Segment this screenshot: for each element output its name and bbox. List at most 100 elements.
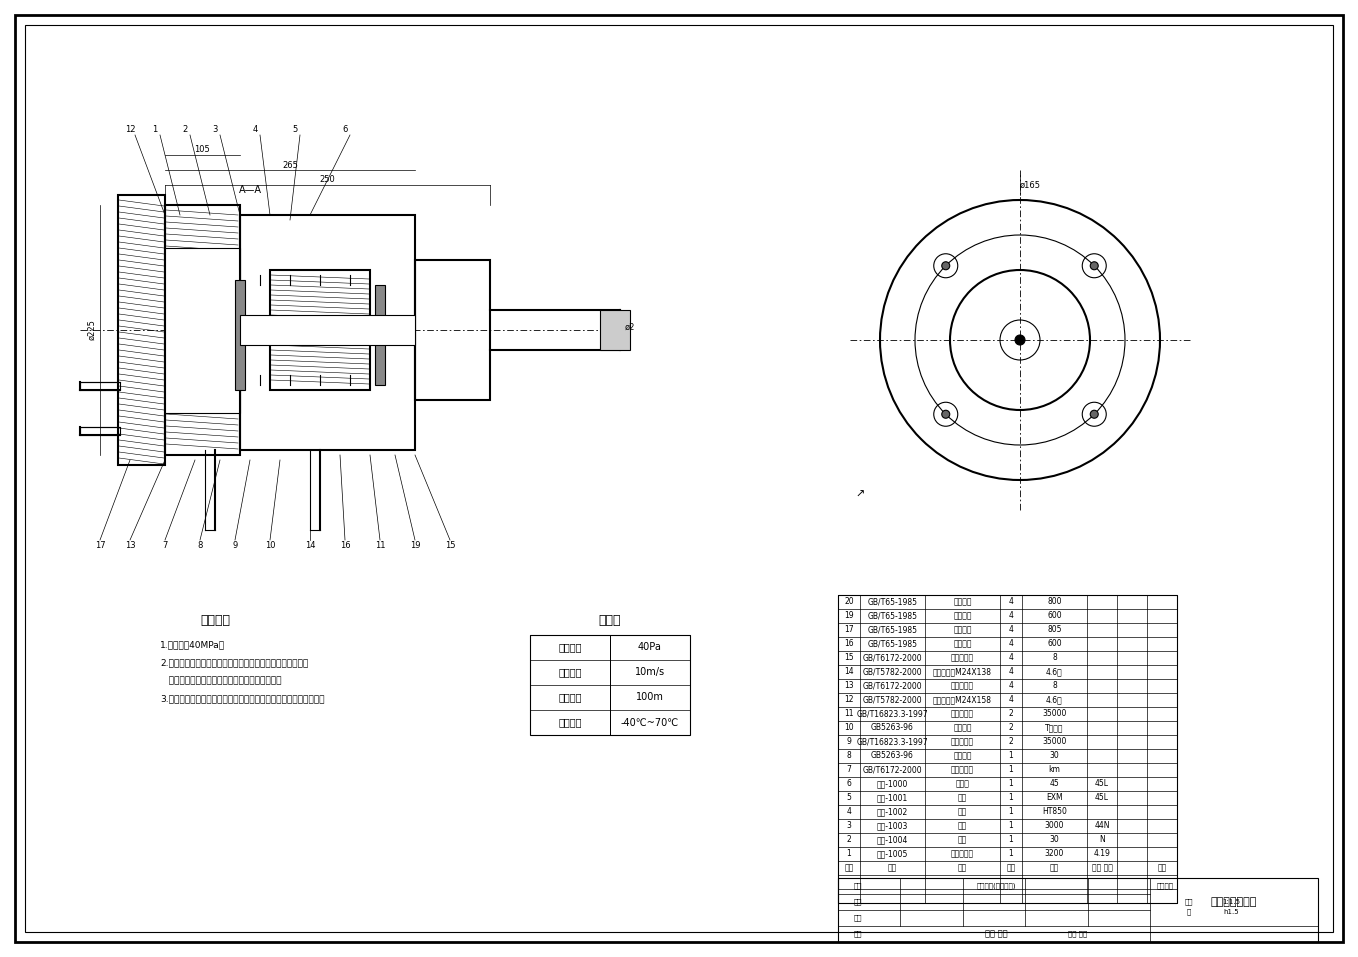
Circle shape	[1090, 262, 1099, 270]
Circle shape	[1014, 335, 1025, 345]
Text: 2: 2	[1009, 709, 1013, 719]
Circle shape	[941, 262, 949, 270]
Text: 20: 20	[845, 597, 854, 607]
Text: 35000: 35000	[1043, 709, 1066, 719]
Text: 1: 1	[1009, 835, 1013, 844]
Circle shape	[1090, 411, 1099, 418]
Text: 105: 105	[194, 145, 210, 154]
Text: 工艺: 工艺	[854, 931, 862, 937]
Text: N: N	[1099, 835, 1105, 844]
Text: 2: 2	[182, 125, 187, 135]
Text: 大六角螺栓M24X158: 大六角螺栓M24X158	[933, 696, 991, 704]
Text: T型钢管: T型钢管	[1046, 723, 1063, 732]
Text: 11: 11	[375, 541, 386, 549]
Text: 2: 2	[846, 835, 851, 844]
Text: 4: 4	[1009, 612, 1013, 620]
Text: 3: 3	[212, 125, 217, 135]
Text: 44N: 44N	[1095, 821, 1109, 831]
Text: 35000: 35000	[1043, 738, 1066, 746]
Text: 缸套: 缸套	[957, 821, 967, 831]
Text: 数量: 数量	[1006, 863, 1016, 873]
Bar	[240, 215, 416, 450]
Bar	[80, 382, 120, 390]
Bar	[838, 878, 1319, 942]
Text: 螺纹紧固件: 螺纹紧固件	[951, 709, 974, 719]
Text: 17: 17	[845, 626, 854, 634]
Text: 8: 8	[1052, 681, 1057, 691]
Text: h1.5: h1.5	[1224, 909, 1240, 915]
Bar	[416, 260, 490, 400]
Circle shape	[941, 411, 949, 418]
Text: 7: 7	[846, 766, 851, 774]
Bar	[600, 310, 630, 350]
Bar	[166, 205, 240, 455]
Text: 12: 12	[125, 125, 136, 135]
Text: 页: 页	[1187, 909, 1191, 915]
Text: 销钉螺钉: 销钉螺钉	[953, 612, 972, 620]
Text: 805: 805	[1047, 626, 1062, 634]
Bar	[270, 270, 369, 390]
Text: 250: 250	[319, 175, 335, 185]
Bar	[235, 280, 244, 390]
Text: GB/T6172-2000: GB/T6172-2000	[862, 681, 922, 691]
Text: 2: 2	[1009, 738, 1013, 746]
Bar	[530, 635, 690, 735]
Bar	[166, 248, 240, 413]
Text: 600: 600	[1047, 612, 1062, 620]
Text: 1: 1	[1009, 850, 1013, 858]
Text: 10: 10	[845, 723, 854, 732]
Text: 编制格式: 编制格式	[1156, 882, 1173, 889]
Text: HT850: HT850	[1042, 808, 1067, 816]
Text: 16: 16	[340, 541, 350, 549]
Text: 材料: 材料	[1050, 863, 1059, 873]
Text: 参数表: 参数表	[599, 613, 621, 627]
Text: 单件 总计: 单件 总计	[1092, 863, 1112, 873]
Text: 40Pa: 40Pa	[638, 642, 661, 653]
Text: 4.6级: 4.6级	[1046, 696, 1063, 704]
Text: ↗: ↗	[856, 490, 865, 500]
Text: 2.零件在装配前应将铁屑砂粒清洗干净，不得有毛刺、飞边、: 2.零件在装配前应将铁屑砂粒清洗干净，不得有毛刺、飞边、	[160, 658, 308, 667]
Text: 平头螺钉: 平头螺钉	[953, 597, 972, 607]
Text: 19: 19	[845, 612, 854, 620]
Text: 4: 4	[1009, 626, 1013, 634]
Text: 8: 8	[197, 541, 202, 549]
Text: GB/T16823.3-1997: GB/T16823.3-1997	[857, 738, 929, 746]
Text: 序号: 序号	[845, 863, 854, 873]
Text: 6: 6	[342, 125, 348, 135]
Text: 30: 30	[1050, 751, 1059, 761]
Text: 4: 4	[253, 125, 258, 135]
Text: km: km	[1048, 766, 1061, 774]
Text: 3000: 3000	[1044, 821, 1065, 831]
Text: 1: 1	[1009, 780, 1013, 789]
Text: 11: 11	[845, 709, 854, 719]
Text: 13: 13	[845, 681, 854, 691]
Text: 100m: 100m	[636, 693, 664, 702]
Text: 缸盖: 缸盖	[957, 835, 967, 844]
Text: 册十-1005: 册十-1005	[877, 850, 909, 858]
Text: GB5263-96: GB5263-96	[870, 723, 914, 732]
Text: 1: 1	[1009, 766, 1013, 774]
Text: 4: 4	[1009, 696, 1013, 704]
Text: 6: 6	[846, 780, 851, 789]
Text: 往返速度: 往返速度	[558, 667, 581, 678]
Text: GB/T65-1985: GB/T65-1985	[868, 626, 918, 634]
Text: 600: 600	[1047, 639, 1062, 649]
Text: GB/T65-1985: GB/T65-1985	[868, 639, 918, 649]
Text: GB/T16823.3-1997: GB/T16823.3-1997	[857, 709, 929, 719]
Text: 4: 4	[1009, 667, 1013, 677]
Text: 10: 10	[265, 541, 276, 549]
Text: 4: 4	[1009, 597, 1013, 607]
Bar	[240, 315, 416, 345]
Text: 册十-1002: 册十-1002	[877, 808, 909, 816]
Bar	[118, 195, 166, 465]
Text: 氧化皮、锈蚀、切屑、油污、着色剂冲头允等；: 氧化皮、锈蚀、切屑、油污、着色剂冲头允等；	[160, 677, 281, 685]
Text: 9: 9	[846, 738, 851, 746]
Text: 液压起重部件图: 液压起重部件图	[1211, 897, 1258, 907]
Text: 14: 14	[845, 667, 854, 677]
Text: 昆明科技(石制石里): 昆明科技(石制石里)	[976, 882, 1016, 889]
Text: 5: 5	[292, 125, 297, 135]
Text: 45L: 45L	[1095, 780, 1109, 789]
Text: 1.工作压力40MPa。: 1.工作压力40MPa。	[160, 640, 225, 650]
Text: 800: 800	[1047, 597, 1062, 607]
Text: 大垫圈螺钉: 大垫圈螺钉	[951, 654, 974, 662]
